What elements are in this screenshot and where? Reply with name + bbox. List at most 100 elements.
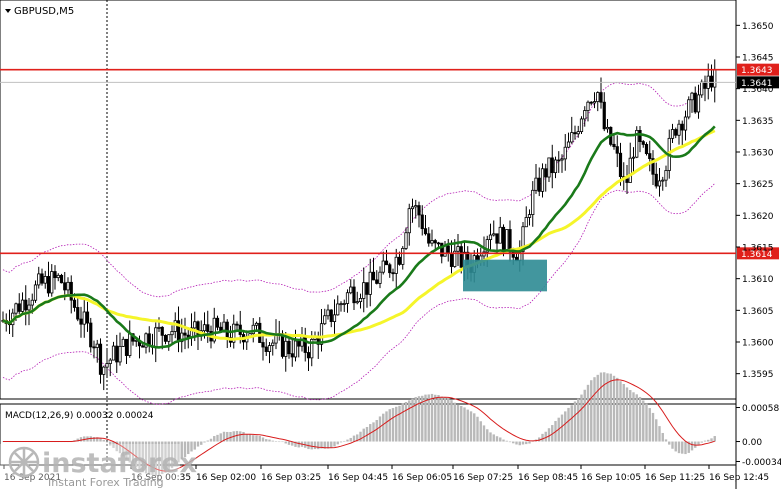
time-tick-label: 16 Sep 03:25	[261, 473, 321, 483]
macd-bar	[372, 422, 375, 442]
candle-body	[118, 345, 122, 363]
macd-bar	[551, 425, 554, 442]
candle-body	[284, 340, 288, 357]
macd-bar	[411, 398, 414, 442]
price-tick-label: 1.3635	[742, 117, 774, 127]
candle-body	[98, 343, 103, 375]
candle-body	[43, 276, 47, 284]
candle-body	[108, 359, 112, 364]
candle-body	[573, 132, 577, 135]
macd-bar	[190, 441, 193, 452]
time-tick-label: 16 Sep 10:05	[581, 473, 641, 483]
macd-bar	[651, 412, 655, 442]
macd-bar	[479, 421, 482, 442]
macd-bar	[96, 437, 99, 442]
macd-bar	[447, 398, 450, 442]
candle-body	[635, 130, 639, 158]
candle-body	[505, 229, 509, 253]
level-lines: 1.3643 1.3614	[0, 63, 779, 260]
candle-body	[134, 339, 138, 342]
candle-body	[40, 273, 44, 284]
candle-body	[693, 92, 697, 113]
macd-bar	[352, 435, 356, 442]
macd-bar	[681, 441, 684, 454]
candle-body	[264, 346, 268, 352]
macd-bar	[245, 434, 248, 442]
macd-bar	[109, 441, 112, 446]
macd-bar	[414, 397, 417, 442]
macd-bar	[297, 441, 300, 448]
candle-body	[183, 332, 187, 336]
macd-bar	[248, 434, 252, 442]
candle-body	[381, 260, 385, 273]
candle-body	[527, 214, 532, 218]
macd-bar	[274, 441, 278, 442]
candle-body	[17, 303, 21, 312]
candle-body	[700, 81, 704, 96]
macd-bar	[515, 441, 518, 445]
price-tick-label: 1.3610	[742, 275, 774, 285]
candle-body	[641, 141, 645, 145]
candle-body	[76, 307, 80, 320]
candle-body	[232, 323, 236, 343]
macd-bar	[161, 441, 164, 475]
macd-bar	[99, 438, 102, 442]
macd-bar	[235, 430, 239, 442]
macd-bar	[505, 440, 508, 442]
macd-bar	[125, 441, 128, 460]
envelope-lower	[2, 183, 716, 405]
candle-body	[537, 177, 541, 192]
candle-body	[524, 217, 528, 228]
candle-body	[332, 314, 337, 322]
candle-body	[648, 153, 652, 160]
price-tick-label: 1.3615	[742, 244, 774, 254]
main-pane	[0, 0, 737, 400]
candle-body	[144, 333, 148, 348]
price-tick-label: 1.3630	[742, 149, 774, 159]
candle-body	[599, 92, 603, 103]
macd-bar	[131, 441, 135, 466]
macd-bar	[671, 441, 674, 449]
candle-body	[579, 118, 584, 133]
candle-body	[687, 99, 691, 118]
candle-body	[215, 317, 220, 328]
candle-body	[163, 334, 168, 342]
time-tick-label: 16 Sep 06:05	[392, 473, 452, 483]
candle-body	[336, 303, 340, 316]
candle-body	[371, 271, 376, 281]
macd-bar	[538, 437, 541, 442]
candle-body	[310, 339, 314, 359]
candle-body	[713, 69, 717, 88]
macd-bar	[76, 438, 79, 442]
macd-bar	[703, 440, 707, 442]
instaforex-watermark: instaforex Instant Forex Trading	[0, 444, 197, 489]
candle-body	[410, 206, 415, 210]
macd-bar	[287, 441, 291, 445]
price-tick-label: 1.3595	[742, 370, 774, 380]
dropdown-triangle-icon[interactable]	[5, 9, 11, 13]
macd-bar	[216, 434, 219, 442]
macd-bar	[401, 403, 404, 442]
macd-bar	[525, 441, 528, 445]
candle-body	[615, 146, 619, 154]
candle-body	[596, 92, 600, 102]
macd-bar	[92, 437, 96, 442]
candle-body	[602, 101, 606, 130]
candle-body	[531, 189, 535, 215]
macd-bar	[83, 436, 86, 442]
macd-bar	[375, 419, 378, 442]
macd-bar	[252, 435, 255, 442]
candle-body	[251, 324, 255, 335]
candle-body	[605, 126, 610, 130]
macd-bar	[122, 441, 125, 457]
macd-bar	[187, 441, 190, 455]
macd-histogram	[1, 372, 716, 476]
macd-bar	[333, 441, 336, 447]
candle-body	[501, 226, 506, 253]
macd-bar	[518, 441, 521, 446]
candle-body	[391, 272, 395, 275]
macd-bar	[645, 403, 648, 442]
macd-bar	[151, 441, 154, 475]
